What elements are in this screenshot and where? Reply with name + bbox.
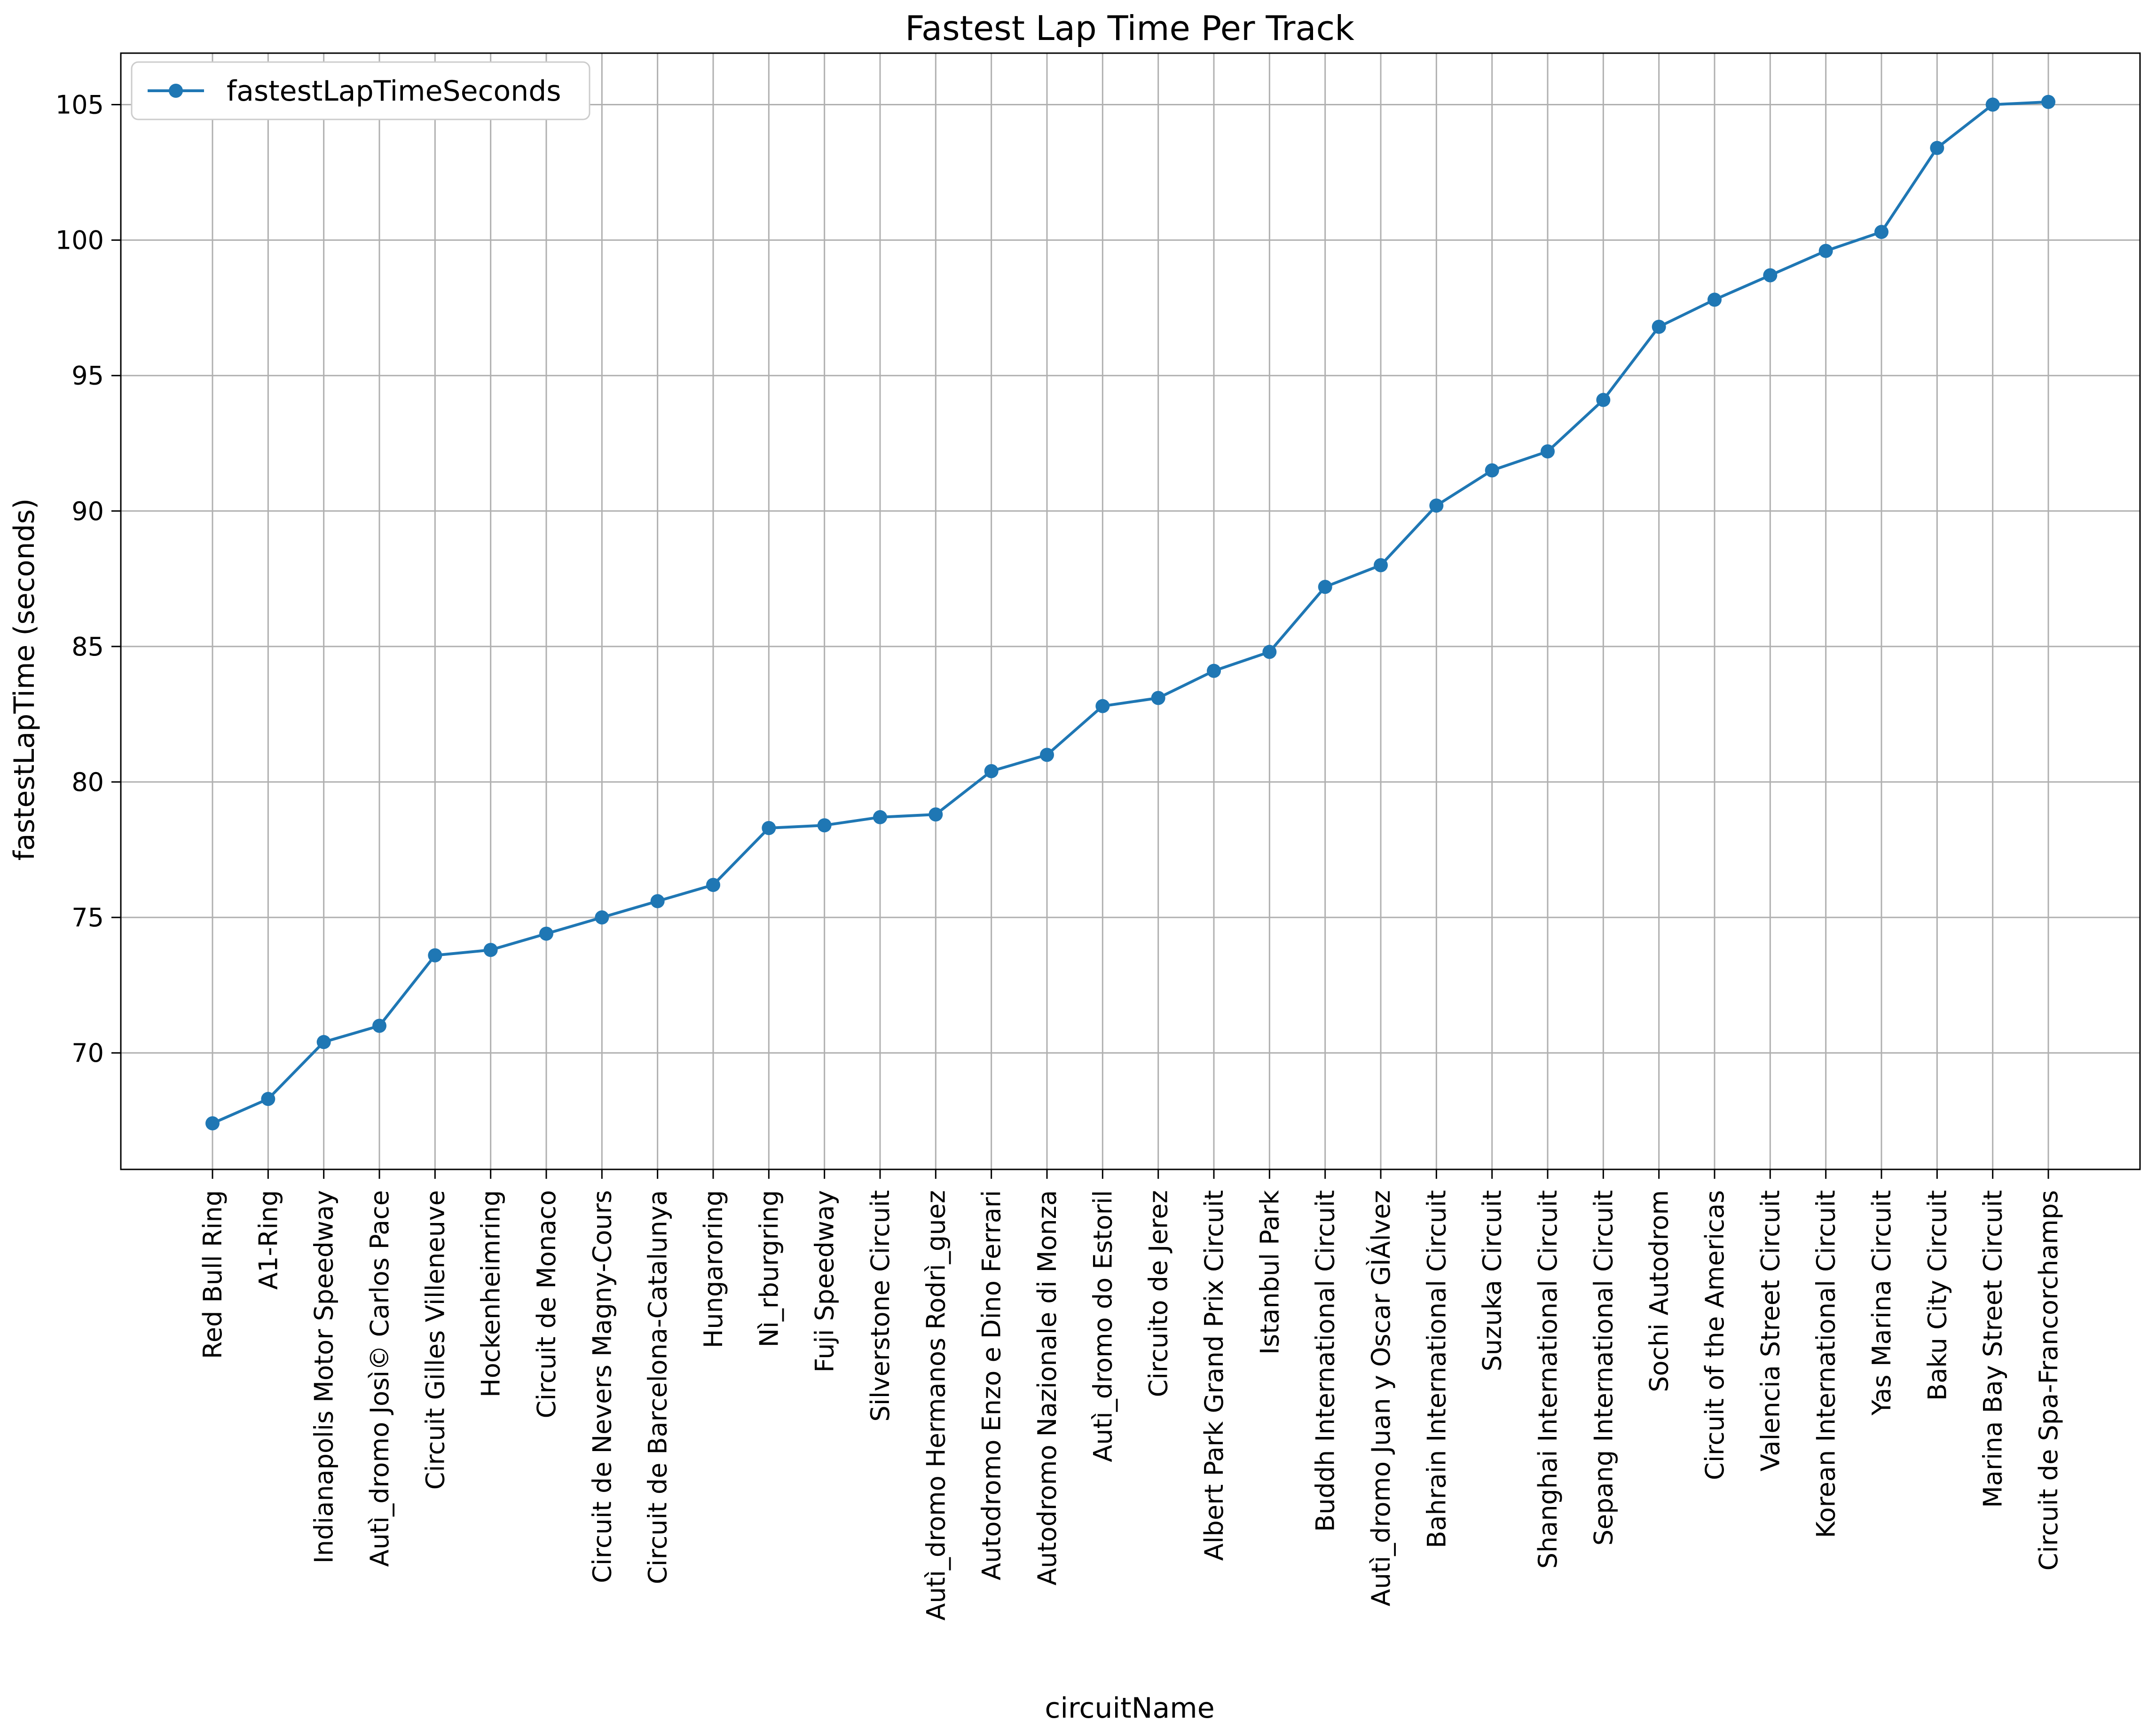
x-tick-label: Autì_dromo Juan y Oscar GÌÁlvez — [1366, 1190, 1396, 1606]
data-point — [1374, 558, 1388, 573]
x-tick-label: Valencia Street Circuit — [1755, 1190, 1785, 1471]
x-tick-label: A1-Ring — [253, 1190, 283, 1290]
data-point — [1874, 225, 1888, 239]
data-point — [650, 894, 665, 908]
x-tick-label: Albert Park Grand Prix Circuit — [1199, 1190, 1229, 1561]
plot-frame — [120, 52, 2141, 1170]
data-point — [1707, 292, 1722, 307]
data-point — [1429, 498, 1444, 513]
x-tick-label: Circuit Gilles Villeneuve — [420, 1190, 450, 1490]
data-point — [928, 807, 943, 822]
data-point — [1652, 319, 1666, 334]
chart-title: Fastest Lap Time Per Track — [905, 8, 1354, 48]
x-tick-label: Sochi Autodrom — [1645, 1190, 1674, 1392]
x-tick-label: Autodromo Enzo e Dino Ferrari — [977, 1190, 1007, 1580]
x-tick-label: Sepang International Circuit — [1589, 1190, 1618, 1546]
data-point — [372, 1018, 386, 1033]
legend-marker — [169, 84, 183, 98]
y-tick-label: 105 — [55, 90, 104, 119]
data-point — [539, 926, 553, 941]
x-tick-label: Bahrain International Circuit — [1422, 1190, 1451, 1548]
legend-box — [131, 61, 590, 120]
data-point — [1262, 645, 1277, 659]
data-point — [984, 764, 999, 778]
y-tick-label: 100 — [55, 226, 104, 255]
x-tick-label: Yas Marina Circuit — [1867, 1190, 1896, 1416]
x-tick-label: Indianapolis Motor Speedway — [309, 1190, 339, 1563]
y-tick-label: 95 — [71, 361, 104, 391]
x-tick-label: Circuit de Nevers Magny-Cours — [587, 1190, 617, 1583]
data-point — [483, 943, 498, 957]
data-point — [1930, 141, 1944, 155]
data-point — [1763, 268, 1778, 283]
data-point — [1207, 663, 1221, 678]
y-tick-label: 80 — [71, 767, 104, 797]
y-axis-label: fastestLapTime (seconds) — [8, 498, 41, 861]
x-tick-label: Circuito de Jerez — [1144, 1190, 1173, 1397]
data-point — [1095, 699, 1110, 713]
data-series — [205, 95, 2055, 1131]
x-tick-label: Circuit of the Americas — [1700, 1190, 1730, 1480]
x-tick-label: Circuit de Spa-Francorchamps — [2034, 1190, 2063, 1570]
x-tick-label: Autì_dromo Hermanos Rodrì_guez — [921, 1190, 951, 1621]
x-tick-label: Baku City Circuit — [1922, 1190, 1952, 1401]
x-tick-label: Hungaroring — [699, 1190, 728, 1348]
x-tick-label: Silverstone Circuit — [866, 1190, 895, 1421]
data-point — [1151, 691, 1165, 705]
x-tick-label: Suzuka Circuit — [1478, 1190, 1507, 1371]
legend: fastestLapTimeSeconds — [131, 61, 590, 120]
x-tick-label: Shanghai International Circuit — [1533, 1190, 1563, 1569]
y-tick-label: 90 — [71, 497, 104, 526]
y-tick-label: 75 — [71, 903, 104, 932]
x-tick-label: Fuji Speedway — [810, 1190, 840, 1373]
data-point — [1985, 97, 2000, 112]
data-point — [205, 1116, 220, 1131]
x-tick-label: Istanbul Park — [1255, 1190, 1284, 1355]
data-point — [2041, 95, 2055, 109]
axes: Red Bull Ring A1-Ring Indianapolis Motor S… — [55, 52, 2141, 1621]
legend-label: fastestLapTimeSeconds — [227, 75, 561, 108]
x-tick-label: Red Bull Ring — [198, 1190, 228, 1359]
data-point — [261, 1092, 275, 1106]
x-tick-label: Buddh International Circuit — [1311, 1190, 1340, 1532]
y-tick-label: 85 — [71, 632, 104, 662]
data-point — [762, 821, 776, 835]
x-tick-label: Autì_dromo do Estoril — [1088, 1190, 1117, 1462]
x-axis-label: circuitName — [1045, 1692, 1214, 1725]
x-tick-label: Circuit de Monaco — [532, 1190, 561, 1418]
data-point — [428, 948, 442, 963]
data-point — [817, 818, 832, 833]
grid-lines — [121, 53, 2140, 1169]
x-tick-label: Nì_rburgring — [754, 1190, 784, 1347]
data-point — [706, 877, 720, 892]
x-tick-label: Autodromo Nazionale di Monza — [1032, 1190, 1062, 1586]
y-tick-label: 70 — [71, 1038, 104, 1068]
x-tick-label: Marina Bay Street Circuit — [1978, 1190, 2008, 1508]
data-point — [1596, 393, 1611, 407]
data-point — [1541, 444, 1555, 459]
data-point — [316, 1035, 331, 1049]
series-line — [212, 100, 2049, 1125]
x-tick-label: Korean International Circuit — [1811, 1190, 1841, 1538]
data-point — [1040, 748, 1054, 762]
x-tick-label: Autì_dromo Josì© Carlos Pace — [365, 1190, 394, 1567]
data-point — [873, 810, 887, 824]
x-tick-label: Hockenheimring — [476, 1190, 506, 1397]
data-point — [1818, 244, 1833, 258]
data-point — [1485, 463, 1499, 478]
x-tick-label: Circuit de Barcelona-Catalunya — [643, 1190, 673, 1584]
data-point — [595, 910, 609, 925]
data-point — [1318, 580, 1332, 594]
